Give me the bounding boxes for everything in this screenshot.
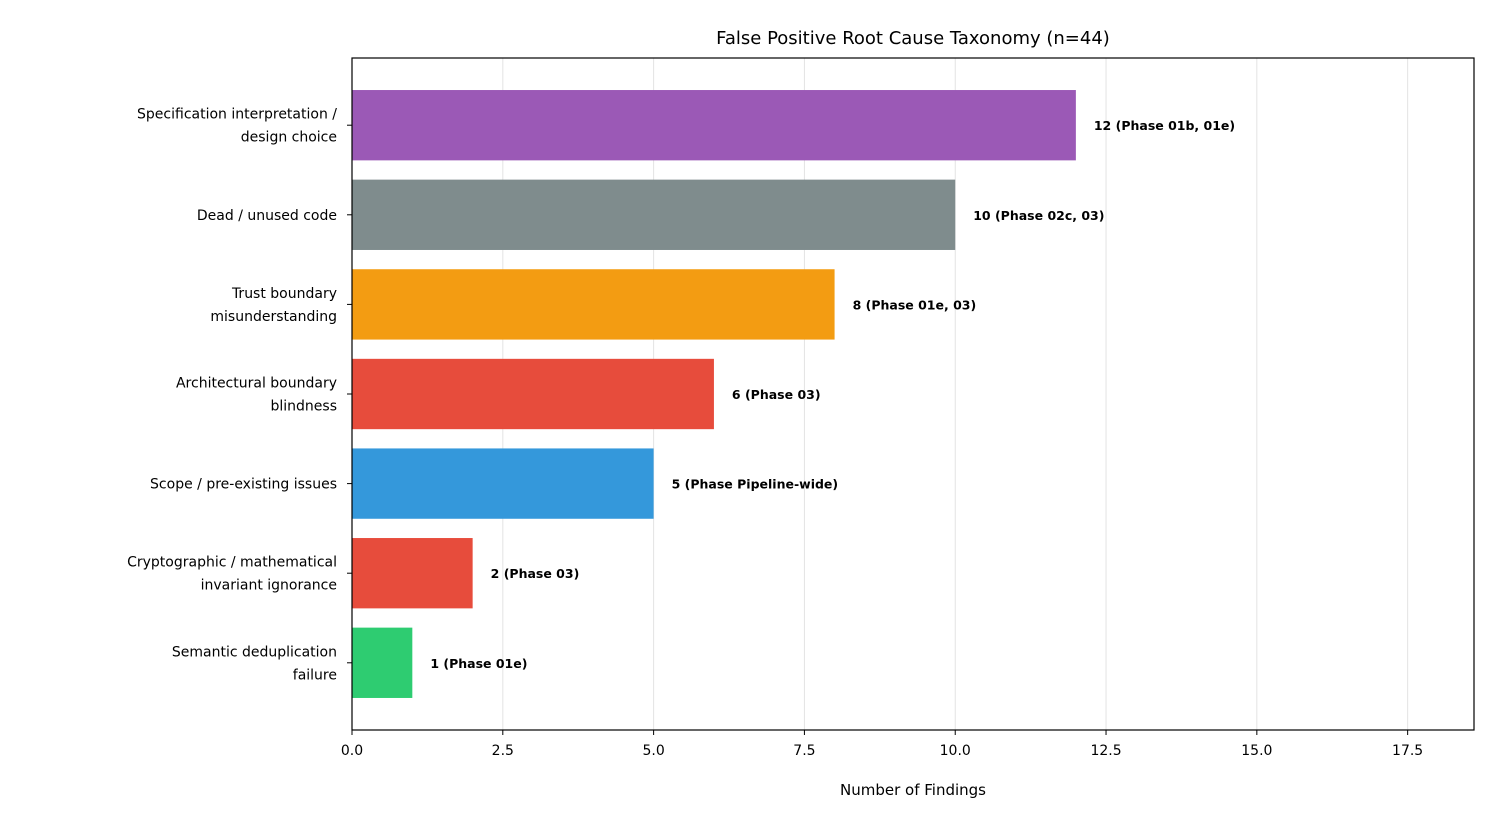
category-label-line: Cryptographic / mathematical xyxy=(127,555,337,571)
category-label-line: failure xyxy=(293,667,337,683)
category-label: Trust boundary misunderstanding xyxy=(210,286,337,325)
x-tick-label: 12.5 xyxy=(1090,743,1121,759)
data-label: 8 (Phase 01e, 03) xyxy=(853,297,977,312)
data-label: 6 (Phase 03) xyxy=(732,387,821,402)
bars xyxy=(352,90,1076,698)
category-label: Semantic deduplication failure xyxy=(172,644,337,683)
bar xyxy=(352,269,835,340)
category-label: Specification interpretation / design cho… xyxy=(137,107,337,146)
category-label-line: invariant ignorance xyxy=(201,578,337,594)
category-label-line: Semantic deduplication xyxy=(172,644,337,660)
x-ticks: 0.0 2.5 5.0 7.5 10.0 12.5 15.0 17.5 xyxy=(341,124,1423,759)
data-label: 12 (Phase 01b, 01e) xyxy=(1094,118,1235,133)
data-label: 2 (Phase 03) xyxy=(491,566,580,581)
category-label-line: blindness xyxy=(271,399,338,415)
category-label-line: Architectural boundary xyxy=(176,376,337,392)
bar xyxy=(352,358,714,430)
x-tick-label: 2.5 xyxy=(492,743,514,759)
category-label-line: Dead / unused code xyxy=(197,208,337,224)
category-label-line: design choice xyxy=(241,130,337,146)
x-tick-label: 0.0 xyxy=(341,743,363,759)
data-label: 10 (Phase 02c, 03) xyxy=(973,208,1104,223)
chart-title: False Positive Root Cause Taxonomy (n=44… xyxy=(716,28,1110,49)
category-label-line: Scope / pre-existing issues xyxy=(150,477,337,493)
category-label: Scope / pre-existing issues xyxy=(150,477,337,493)
category-label: Dead / unused code xyxy=(197,208,337,224)
bar xyxy=(352,448,654,519)
bar xyxy=(352,90,1076,161)
data-label: 5 (Phase Pipeline-wide) xyxy=(672,477,839,492)
x-tick-label: 10.0 xyxy=(940,743,971,759)
x-axis-label: Number of Findings xyxy=(840,781,986,799)
category-label: Architectural boundary blindness xyxy=(176,376,337,415)
x-tick-label: 5.0 xyxy=(642,743,664,759)
data-labels: 12 (Phase 01b, 01e) 10 (Phase 02c, 03) 8 (… xyxy=(430,118,1235,671)
bar xyxy=(352,538,473,609)
category-labels: Specification interpretation / design cho… xyxy=(127,107,337,684)
bar xyxy=(352,627,413,698)
x-tick-label: 15.0 xyxy=(1241,743,1272,759)
data-label: 1 (Phase 01e) xyxy=(430,656,527,671)
grid-lines xyxy=(502,58,1409,730)
category-label-line: Trust boundary xyxy=(231,286,337,302)
x-tick-label: 7.5 xyxy=(793,743,815,759)
category-label-line: Specification interpretation / xyxy=(137,107,337,123)
x-tick-label: 17.5 xyxy=(1392,743,1423,759)
category-label-line: misunderstanding xyxy=(210,309,337,325)
bar xyxy=(352,179,956,250)
category-label: Cryptographic / mathematical invariant ig… xyxy=(127,555,337,594)
plot-frame xyxy=(351,57,1475,731)
